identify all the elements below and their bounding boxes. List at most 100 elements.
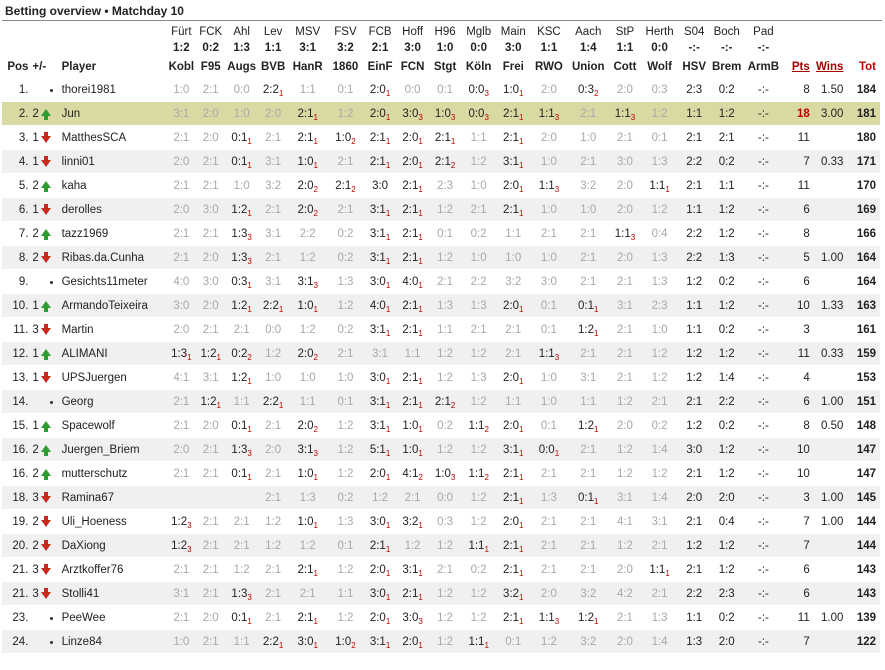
player-name: mutterschutz: [57, 461, 167, 486]
bet-value: 0:0: [265, 323, 282, 336]
bet-value: 3:2: [265, 179, 282, 192]
bet-cell: 2:1: [166, 245, 197, 270]
bet-cell: 1:2: [640, 197, 679, 222]
bet-cell: 0:2: [327, 317, 364, 342]
bet-points: 1: [418, 256, 423, 266]
bet-cell: 1:13: [530, 605, 568, 630]
bet-points: 2: [418, 472, 423, 482]
bet-cell: 1:3: [327, 509, 364, 534]
bet-cell: 1:12: [461, 413, 496, 438]
bet-points: 1: [519, 472, 524, 482]
bet-value: 2:1: [651, 395, 668, 408]
bet-points: 1: [594, 616, 599, 626]
bet-cell: 1:0: [257, 365, 289, 390]
bet-cell: 2:1: [678, 557, 710, 582]
bet-cell: 2:3: [428, 173, 462, 198]
bet-cell: 2:1: [530, 509, 568, 534]
match-home-team: Pad: [753, 26, 774, 38]
bet-value: 1:1: [686, 203, 703, 216]
bet-cell: 1:2: [428, 341, 462, 366]
bet-value: 0:1: [337, 395, 354, 408]
bet-value: 3:0: [369, 275, 386, 288]
bet-cell: 3:01: [363, 269, 397, 294]
match-home-team: Boch: [713, 26, 740, 38]
bet-value: 2:1: [402, 395, 419, 408]
bet-cell: -:-: [743, 173, 784, 198]
bet-value: 2:1: [404, 491, 421, 504]
bet-value: 1:2: [651, 347, 668, 360]
bet-value: 1:1: [538, 611, 555, 624]
bet-value: 1:2: [578, 419, 595, 432]
bet-value: 0:1: [540, 299, 557, 312]
bet-points: 1: [484, 640, 489, 650]
bet-value: 2:1: [580, 539, 597, 552]
player-name: ArmandoTeixeira: [57, 293, 167, 318]
col-header-points[interactable]: Pts: [791, 60, 810, 73]
bet-value: 1:0: [173, 83, 190, 96]
bet-value: 2:0: [369, 83, 386, 96]
bet-cell: -:-: [743, 245, 784, 270]
bet-value: 1:2: [337, 107, 354, 120]
bet-cell: 2:1: [196, 437, 226, 462]
points-cell: 11: [783, 173, 814, 198]
table-row: 16. 2 mutterschutz 2:1 2:1 0:11 2:1 1:01 1:2 2:01…: [2, 461, 880, 486]
bet-points: 1: [418, 208, 423, 218]
header-spacer: [58, 24, 167, 40]
bet-cell: 1:0: [327, 365, 364, 390]
bet-value: 0:0: [233, 83, 250, 96]
bet-cell: 2:11: [495, 533, 531, 558]
bet-value: 2:1: [402, 371, 419, 384]
player-name: Arztkoffer76: [57, 557, 167, 582]
bet-value: 0:1: [231, 611, 248, 624]
bet-value: -:-: [757, 371, 769, 384]
table-row: 24. Linze84 1:0 2:1 1:1 2:21 3:01 1:02 3:11 2:01 1…: [2, 629, 880, 654]
bet-cell: 2:1: [567, 221, 610, 246]
total-cell: 163: [849, 293, 880, 318]
bet-cell: 1:2: [609, 437, 641, 462]
bet-value: -:-: [757, 179, 769, 192]
bet-value: 3:0: [173, 299, 190, 312]
bet-value: 1:3: [231, 227, 248, 240]
bet-value: 2:1: [503, 467, 520, 480]
rank-change-value: 1: [32, 155, 39, 168]
points-cell: 6: [783, 197, 814, 222]
bet-cell: 1:2: [709, 341, 744, 366]
match-result: 1:2: [173, 42, 190, 54]
bet-cell: 2:3: [640, 293, 679, 318]
bet-value: 0:1: [651, 131, 668, 144]
bet-cell: 2:02: [288, 173, 328, 198]
points-cell: 8: [783, 413, 814, 438]
bet-value: 1:2: [437, 539, 454, 552]
bet-cell: 1:2: [640, 341, 679, 366]
no-change-dot-icon: [50, 88, 54, 92]
bet-cell: 2:1: [257, 461, 289, 486]
bet-value: 2:1: [503, 203, 520, 216]
match-away-team: Köln: [465, 60, 492, 73]
rank-cell: 23.: [2, 605, 33, 630]
bet-cell: 2:1: [196, 557, 226, 582]
arrow-up-icon: [41, 300, 52, 312]
bet-value: 0:4: [718, 515, 735, 528]
bet-value: 2:1: [616, 347, 633, 360]
bet-cell: 1:1: [225, 389, 258, 414]
col-header-wins[interactable]: Wins: [816, 60, 844, 73]
bet-cell: 2:11: [396, 365, 429, 390]
bet-value: -:-: [757, 155, 769, 168]
bet-points: 3: [247, 232, 252, 242]
bet-value: 0:1: [231, 155, 248, 168]
bet-value: 1:0: [505, 251, 522, 264]
bet-points: 1: [418, 592, 423, 602]
bet-cell: 1:1: [678, 293, 710, 318]
bet-cell: 2:1: [678, 125, 710, 150]
points-cell: 11: [783, 125, 814, 150]
bet-cell: 1:1: [495, 389, 531, 414]
bet-value: 1:2: [470, 155, 487, 168]
bet-cell: 1:0: [530, 197, 568, 222]
bet-value: 1:0: [297, 299, 314, 312]
bet-cell: 1:1: [225, 629, 258, 654]
bet-cell: 1:2: [327, 605, 364, 630]
bet-cell: -:-: [743, 221, 784, 246]
bet-cell: 1:2: [678, 269, 710, 294]
bet-cell: 1:2: [461, 581, 496, 606]
bet-value: 2:1: [173, 131, 190, 144]
